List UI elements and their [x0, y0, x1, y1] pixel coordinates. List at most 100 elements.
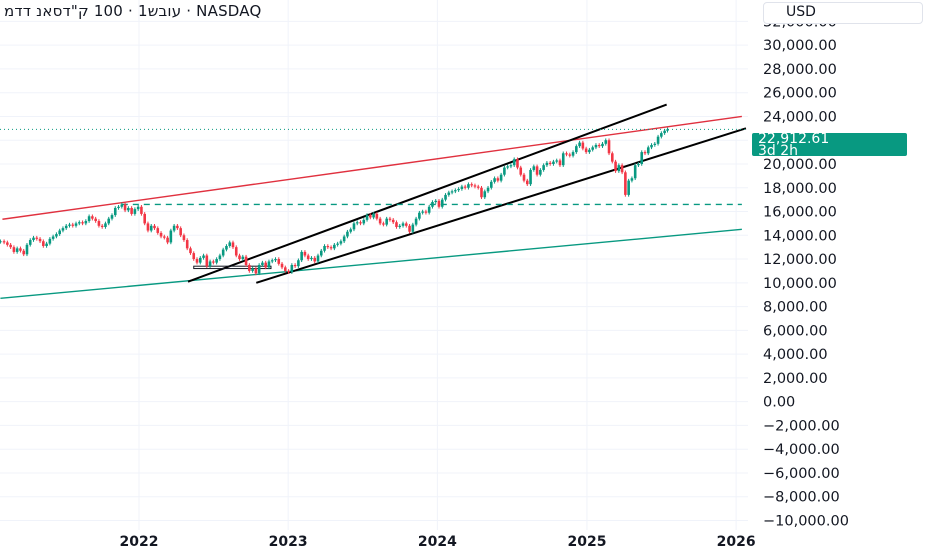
candle-body: [6, 242, 9, 245]
candle-body: [542, 165, 545, 170]
candle-body: [87, 216, 91, 222]
grid: [0, 0, 748, 530]
candle-body: [666, 129, 669, 131]
candle-body: [503, 167, 506, 175]
price-tick-label: 20,000.00: [763, 157, 837, 173]
candle-body: [303, 251, 307, 256]
candle-body: [238, 255, 241, 260]
candle-body: [270, 260, 274, 262]
candle-body: [643, 152, 647, 154]
candle-body: [136, 206, 140, 210]
candle-body: [261, 262, 264, 265]
candle-body: [32, 237, 35, 241]
candle-body: [427, 206, 431, 213]
candle-body: [48, 238, 52, 244]
candle-body: [234, 247, 238, 256]
candle-body: [169, 230, 173, 243]
candle-body: [653, 143, 657, 145]
candle-body: [205, 255, 209, 267]
candle-body: [81, 222, 84, 224]
candle-body: [290, 265, 294, 273]
candle-body: [28, 240, 32, 245]
candle-body: [584, 148, 588, 153]
candle-body: [440, 199, 444, 207]
candle-body: [35, 237, 39, 239]
price-tick-label: 30,000.00: [763, 38, 837, 54]
price-tick-label: −6,000.00: [763, 466, 840, 482]
candle-body: [365, 215, 369, 220]
chart-title: עובש1 · 100 ק"דסאנ דדמ · NASDAQ: [4, 2, 262, 20]
candle-body: [581, 142, 585, 149]
candle-body: [607, 140, 611, 154]
candle-body: [382, 223, 385, 225]
trendline-resistance: [2, 115, 742, 220]
candle-body: [512, 159, 516, 166]
candle-body: [493, 178, 496, 182]
candle-body: [333, 244, 336, 249]
candle-body: [71, 224, 75, 226]
candle-body: [166, 237, 169, 243]
time-tick-label: 2024: [418, 534, 457, 550]
candle-body: [522, 174, 526, 181]
candle-body: [316, 255, 320, 262]
candle-body: [346, 231, 349, 237]
candle-body: [313, 257, 317, 262]
candle-body: [385, 218, 388, 225]
candle-body: [525, 180, 529, 185]
candle-body: [575, 146, 578, 153]
candle-body: [519, 167, 523, 175]
candle-body: [633, 165, 637, 179]
candle-body: [437, 200, 441, 207]
price-tick-label: 14,000.00: [763, 228, 837, 244]
candle-body: [555, 160, 559, 162]
candle-body: [208, 261, 212, 267]
candle-body: [597, 144, 601, 147]
candle-body: [195, 259, 199, 263]
candle-body: [84, 221, 88, 224]
price-tick-label: 2,000.00: [763, 371, 828, 387]
candle-body: [329, 247, 333, 249]
candle-body: [447, 192, 451, 195]
candle-body: [42, 241, 45, 246]
candle-body: [228, 242, 232, 246]
trendline-support: [0, 228, 742, 299]
candle-body: [153, 225, 156, 229]
candle-body: [97, 221, 101, 226]
candle-body: [185, 240, 189, 249]
candle-body: [248, 265, 251, 271]
price-tick-label: 6,000.00: [763, 323, 828, 339]
candle-body: [306, 255, 310, 260]
candle-body: [38, 238, 42, 242]
currency-selector[interactable]: USD: [763, 2, 923, 24]
candle-body: [565, 153, 568, 155]
candle-body: [483, 191, 487, 198]
candle-body: [434, 200, 438, 203]
candle-body: [300, 251, 303, 261]
candle-body: [490, 181, 493, 188]
candle-body: [133, 209, 137, 214]
price-tick-label: 4,000.00: [763, 347, 828, 363]
candle-body: [401, 223, 405, 226]
candle-body: [297, 260, 300, 267]
price-tick-label: −4,000.00: [763, 442, 840, 458]
candle-body: [499, 174, 503, 181]
candle-body: [532, 166, 536, 170]
candle-body: [454, 190, 457, 192]
candle-body: [444, 194, 447, 200]
candle-body: [159, 232, 163, 237]
candle-body: [568, 154, 572, 156]
candle-body: [55, 234, 58, 237]
candle-body: [176, 225, 179, 229]
candle-body: [123, 204, 127, 211]
candle-body: [254, 268, 258, 274]
candle-body: [467, 184, 470, 188]
candle-body: [107, 218, 111, 224]
candle-body: [339, 241, 343, 244]
candle-body: [561, 153, 565, 166]
candle-body: [212, 261, 215, 263]
trendline-channel-upper: [187, 103, 668, 283]
candle-body: [326, 245, 330, 248]
candle-body: [74, 223, 78, 226]
candle-body: [476, 186, 480, 188]
